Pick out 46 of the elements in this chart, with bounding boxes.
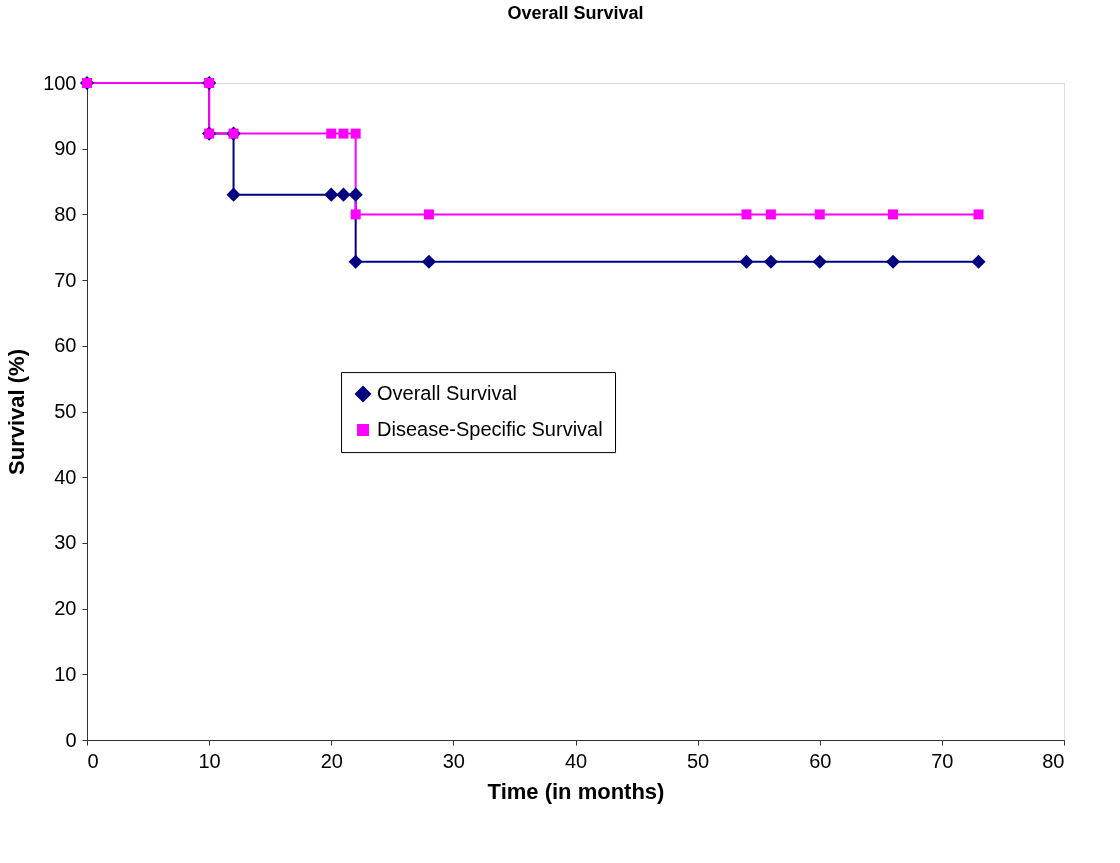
y-tick-label: 90 (54, 137, 77, 160)
point (423, 209, 434, 220)
point (971, 254, 986, 269)
y-tick-label: 70 (54, 268, 77, 291)
point (348, 254, 363, 269)
x-tick-label: 30 (442, 749, 465, 772)
point (973, 209, 984, 220)
point (336, 187, 351, 202)
x-axis-title: Time (in months) (487, 778, 665, 804)
point (350, 209, 361, 220)
point (888, 209, 899, 220)
y-tick-label: 60 (54, 334, 77, 357)
point (338, 128, 349, 139)
y-tick-label: 30 (54, 531, 77, 554)
point (812, 254, 827, 269)
chart-title: Overall Survival (507, 3, 644, 23)
y-tick-label: 50 (54, 400, 77, 422)
legend-label: Overall Survival (377, 382, 518, 405)
x-tick-label: 70 (931, 749, 954, 772)
point (226, 187, 241, 202)
point (324, 187, 339, 202)
point (739, 254, 754, 269)
point (763, 254, 778, 269)
x-tick-label: 10 (198, 749, 221, 772)
point (350, 128, 361, 139)
x-tick-label: 20 (320, 749, 343, 772)
x-tick-label: 40 (564, 749, 588, 772)
point (741, 209, 752, 220)
point (765, 209, 776, 220)
point (814, 209, 825, 220)
x-tick-label: 0 (87, 749, 99, 772)
x-tick-label: 60 (809, 749, 832, 772)
y-axis-title: Survival (%) (4, 349, 30, 475)
y-tick-label: 40 (54, 465, 77, 488)
point (348, 187, 363, 202)
point (326, 128, 337, 139)
y-tick-label: 0 (65, 728, 77, 751)
y-tick-label: 10 (54, 662, 77, 685)
point (421, 254, 437, 269)
legend-label: Disease-Specific Survival (377, 418, 603, 441)
y-tick-label: 100 (43, 71, 77, 94)
y-tick-label: 20 (54, 597, 77, 620)
y-tick-label: 80 (54, 202, 77, 225)
x-tick-label: 50 (687, 749, 710, 772)
point (885, 254, 901, 269)
x-tick-label: 80 (1042, 749, 1065, 772)
